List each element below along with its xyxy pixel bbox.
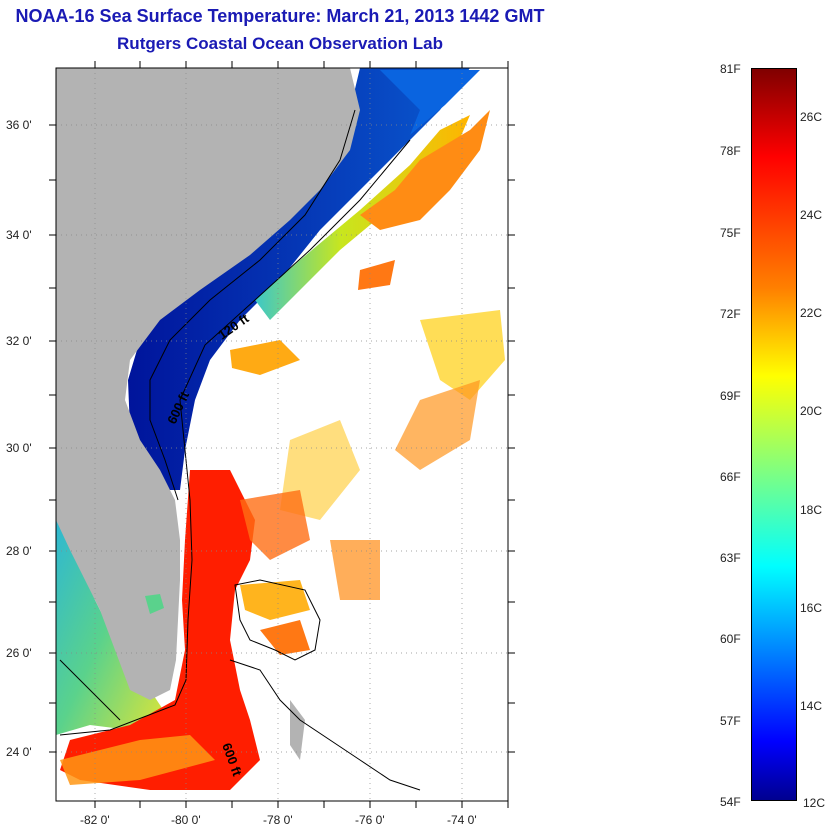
colorbar-c-label: 18C <box>800 503 823 517</box>
land-mainland <box>56 68 360 700</box>
lat-label: 34 0' <box>6 228 32 242</box>
colorbar-c-label: 26C <box>800 110 823 124</box>
gulf-stream-north <box>360 110 490 230</box>
colorbar-f-label: 63F <box>720 551 741 565</box>
colorbar-c-label: 22C <box>800 306 823 320</box>
bahamas-island <box>290 700 305 760</box>
colorbar-f-label: 81F <box>720 62 741 76</box>
colorbar-f-label: 78F <box>720 144 741 158</box>
contour-bank <box>229 659 421 791</box>
gulf-water <box>56 490 170 735</box>
lat-label: 24 0' <box>6 745 32 759</box>
colorbar-f-label: 54F <box>720 795 741 809</box>
colorbar-f-label: 75F <box>720 226 741 240</box>
lon-label: -76 0' <box>355 813 385 827</box>
colorbar-f-label: 72F <box>720 307 741 321</box>
colorbar-c-label: 20C <box>800 404 823 418</box>
lat-label: 28 0' <box>6 544 32 558</box>
colorbar-f-label: 66F <box>720 470 741 484</box>
lake-okeechobee <box>145 594 164 614</box>
graticule <box>56 68 508 801</box>
colorbar-f-label: 60F <box>720 632 741 646</box>
warm-eddy <box>358 260 395 290</box>
contour-600ft <box>59 139 411 736</box>
tick-marks <box>49 61 515 808</box>
contour-gulf <box>59 659 121 721</box>
warm-patch-3 <box>395 380 480 470</box>
map-subtitle: Rutgers Coastal Ocean Observation Lab <box>117 34 443 53</box>
warm-patch-6 <box>330 540 380 600</box>
warm-patch-2 <box>420 310 505 400</box>
shelf-water-north <box>380 70 480 135</box>
map-title: NOAA-16 Sea Surface Temperature: March 2… <box>15 6 545 26</box>
lon-label: -80 0' <box>171 813 201 827</box>
warm-patch-5 <box>240 490 310 560</box>
map-frame <box>55 67 509 802</box>
temperature-colorbar <box>751 68 797 801</box>
colorbar-c-label: 12C <box>803 796 826 810</box>
lat-label: 26 0' <box>6 646 32 660</box>
lon-label: -82 0' <box>80 813 110 827</box>
map-area: 120 ft 600 ft 600 ft <box>56 68 508 801</box>
colorbar-f-label: 57F <box>720 714 741 728</box>
colorbar-c-label: 16C <box>800 601 823 615</box>
lat-label: 36 0' <box>6 118 32 132</box>
florida-current <box>60 470 260 790</box>
colorbar-c-label: 14C <box>800 699 823 713</box>
colorbar-c-label: 24C <box>800 208 823 222</box>
warm-patch-1 <box>230 340 300 375</box>
bahamas-bank-1 <box>240 580 310 620</box>
lon-label: -74 0' <box>447 813 477 827</box>
lat-label: 32 0' <box>6 334 32 348</box>
contour-bahamas <box>234 579 321 661</box>
colorbar-f-label: 69F <box>720 389 741 403</box>
lat-label: 30 0' <box>6 441 32 455</box>
keys-warm-water <box>60 735 215 785</box>
contour-120ft <box>149 109 356 501</box>
bahamas-bank-2 <box>260 620 310 655</box>
lon-label: -78 0' <box>263 813 293 827</box>
